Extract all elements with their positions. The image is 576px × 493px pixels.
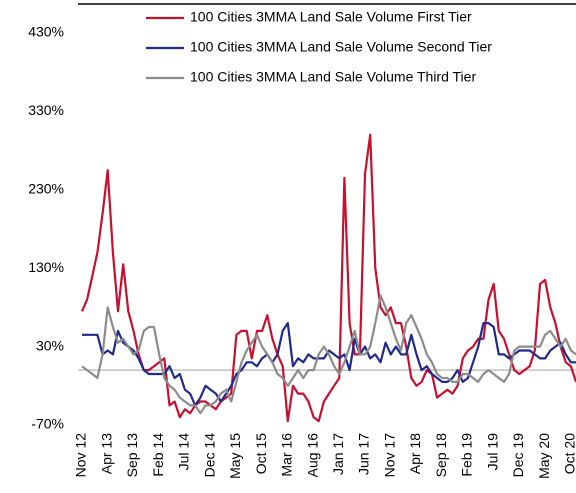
x-tick-label: May 20 <box>536 433 552 479</box>
y-tick-label: 130% <box>28 259 64 275</box>
x-tick-label: Jul 14 <box>176 433 192 471</box>
x-tick-label: Sep 13 <box>124 433 140 478</box>
legend-label: 100 Cities 3MMA Land Sale Volume Third T… <box>190 69 476 85</box>
x-tick-label: Oct 20 <box>562 433 576 474</box>
y-tick-label: -70% <box>31 416 64 432</box>
x-tick-label: Feb 19 <box>459 433 475 477</box>
x-tick-label: Sep 18 <box>433 433 449 478</box>
x-tick-label: Jun 17 <box>356 433 372 475</box>
legend-label: 100 Cities 3MMA Land Sale Volume First T… <box>190 9 472 25</box>
x-tick-label: Dec 14 <box>201 433 217 478</box>
x-tick-label: Apr 18 <box>407 433 423 474</box>
series-line <box>81 294 576 415</box>
y-tick-label: 30% <box>36 337 64 353</box>
x-tick-label: Nov 12 <box>73 433 89 478</box>
x-tick-label: Apr 13 <box>98 433 114 474</box>
x-tick-label: Mar 16 <box>279 433 295 477</box>
x-tick-label: Oct 15 <box>253 433 269 474</box>
y-tick-label: 230% <box>28 181 64 197</box>
x-tick-label: Jul 19 <box>484 433 500 471</box>
legend-label: 100 Cities 3MMA Land Sale Volume Second … <box>190 39 492 55</box>
x-tick-label: Aug 16 <box>304 433 320 478</box>
series-line <box>80 133 576 423</box>
y-tick-label: 430% <box>28 24 64 40</box>
x-tick-label: Feb 14 <box>150 433 166 477</box>
x-tick-label: Jan 17 <box>330 433 346 475</box>
x-tick-label: Dec 19 <box>510 433 526 478</box>
x-tick-label: Nov 17 <box>381 433 397 478</box>
y-tick-label: 330% <box>28 102 64 118</box>
x-tick-label: May 15 <box>227 433 243 479</box>
